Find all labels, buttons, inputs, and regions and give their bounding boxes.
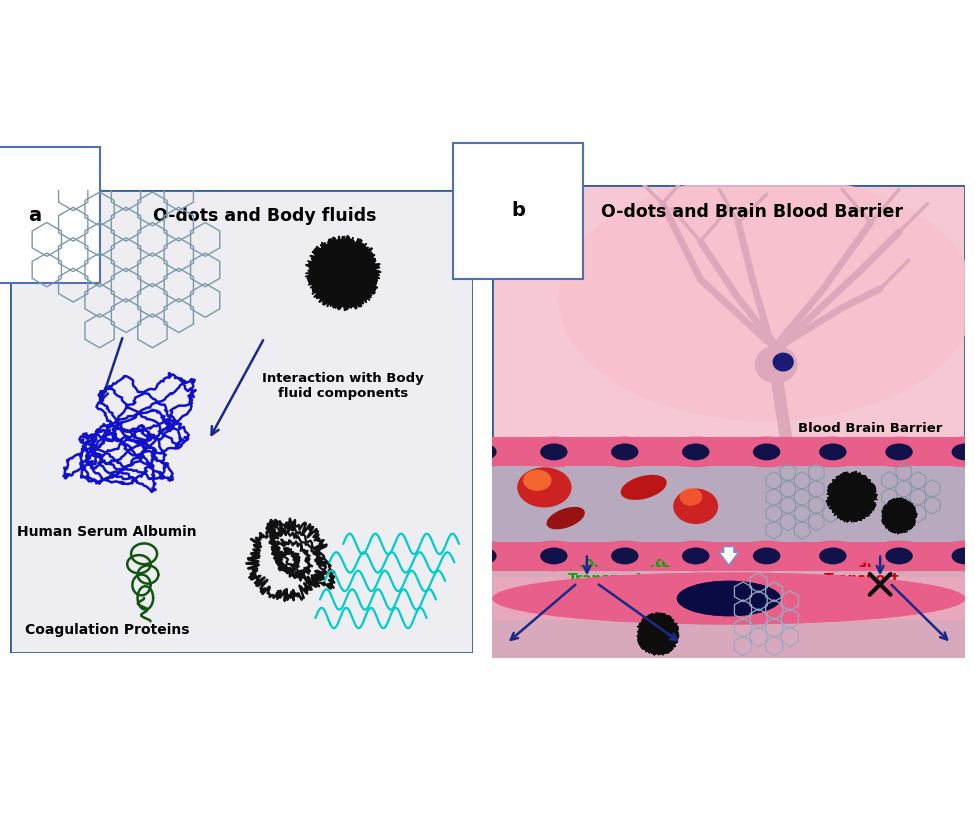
Text: Human Serum Albumin: Human Serum Albumin bbox=[18, 525, 197, 540]
FancyBboxPatch shape bbox=[10, 189, 473, 653]
FancyBboxPatch shape bbox=[492, 436, 965, 466]
Text: Passive
Transport: Passive Transport bbox=[824, 556, 899, 586]
Ellipse shape bbox=[448, 540, 517, 571]
Ellipse shape bbox=[952, 547, 975, 565]
Ellipse shape bbox=[772, 353, 794, 371]
Ellipse shape bbox=[540, 444, 567, 460]
Ellipse shape bbox=[680, 488, 702, 505]
Ellipse shape bbox=[611, 547, 639, 565]
Ellipse shape bbox=[661, 540, 730, 571]
Ellipse shape bbox=[677, 580, 781, 616]
Text: Coagulation Proteins: Coagulation Proteins bbox=[24, 623, 189, 636]
Ellipse shape bbox=[931, 436, 975, 467]
Ellipse shape bbox=[682, 444, 710, 460]
Ellipse shape bbox=[799, 436, 867, 467]
Ellipse shape bbox=[753, 444, 780, 460]
Ellipse shape bbox=[677, 580, 781, 616]
Polygon shape bbox=[637, 613, 680, 656]
FancyBboxPatch shape bbox=[492, 577, 965, 620]
Ellipse shape bbox=[799, 540, 867, 571]
Ellipse shape bbox=[621, 475, 667, 500]
Text: b: b bbox=[511, 201, 526, 220]
Ellipse shape bbox=[492, 572, 965, 625]
Ellipse shape bbox=[520, 540, 588, 571]
Ellipse shape bbox=[448, 436, 517, 467]
Ellipse shape bbox=[952, 444, 975, 460]
Ellipse shape bbox=[591, 540, 659, 571]
Text: Blood Brain Barrier: Blood Brain Barrier bbox=[799, 422, 943, 435]
FancyBboxPatch shape bbox=[492, 466, 965, 542]
Text: Receptor-mediated
Transport: Receptor-mediated Transport bbox=[530, 556, 682, 586]
Polygon shape bbox=[881, 498, 917, 534]
Ellipse shape bbox=[753, 547, 780, 565]
Ellipse shape bbox=[547, 507, 585, 530]
FancyArrow shape bbox=[719, 546, 739, 565]
Text: O-dots and Brain Blood Barrier: O-dots and Brain Blood Barrier bbox=[602, 203, 904, 221]
Ellipse shape bbox=[469, 547, 496, 565]
Ellipse shape bbox=[732, 540, 800, 571]
Ellipse shape bbox=[865, 540, 933, 571]
Ellipse shape bbox=[674, 489, 719, 524]
Ellipse shape bbox=[524, 470, 552, 491]
Ellipse shape bbox=[682, 547, 710, 565]
FancyBboxPatch shape bbox=[492, 571, 965, 657]
Ellipse shape bbox=[540, 547, 567, 565]
Ellipse shape bbox=[492, 572, 965, 625]
Polygon shape bbox=[305, 235, 381, 311]
Ellipse shape bbox=[865, 436, 933, 467]
FancyBboxPatch shape bbox=[492, 185, 965, 657]
Ellipse shape bbox=[819, 547, 846, 565]
Text: a: a bbox=[28, 206, 41, 225]
Ellipse shape bbox=[469, 444, 496, 460]
Ellipse shape bbox=[732, 436, 800, 467]
Ellipse shape bbox=[559, 175, 975, 421]
Text: O-dots and Body fluids: O-dots and Body fluids bbox=[153, 207, 376, 225]
Ellipse shape bbox=[819, 444, 846, 460]
Text: Interaction with Body
fluid components: Interaction with Body fluid components bbox=[262, 373, 424, 400]
Ellipse shape bbox=[931, 540, 975, 571]
Ellipse shape bbox=[755, 345, 798, 384]
Ellipse shape bbox=[520, 436, 588, 467]
FancyBboxPatch shape bbox=[492, 542, 965, 571]
Ellipse shape bbox=[661, 436, 730, 467]
Ellipse shape bbox=[517, 467, 571, 507]
Ellipse shape bbox=[885, 444, 913, 460]
Polygon shape bbox=[826, 471, 878, 522]
Ellipse shape bbox=[611, 444, 639, 460]
Ellipse shape bbox=[885, 547, 913, 565]
Ellipse shape bbox=[591, 436, 659, 467]
